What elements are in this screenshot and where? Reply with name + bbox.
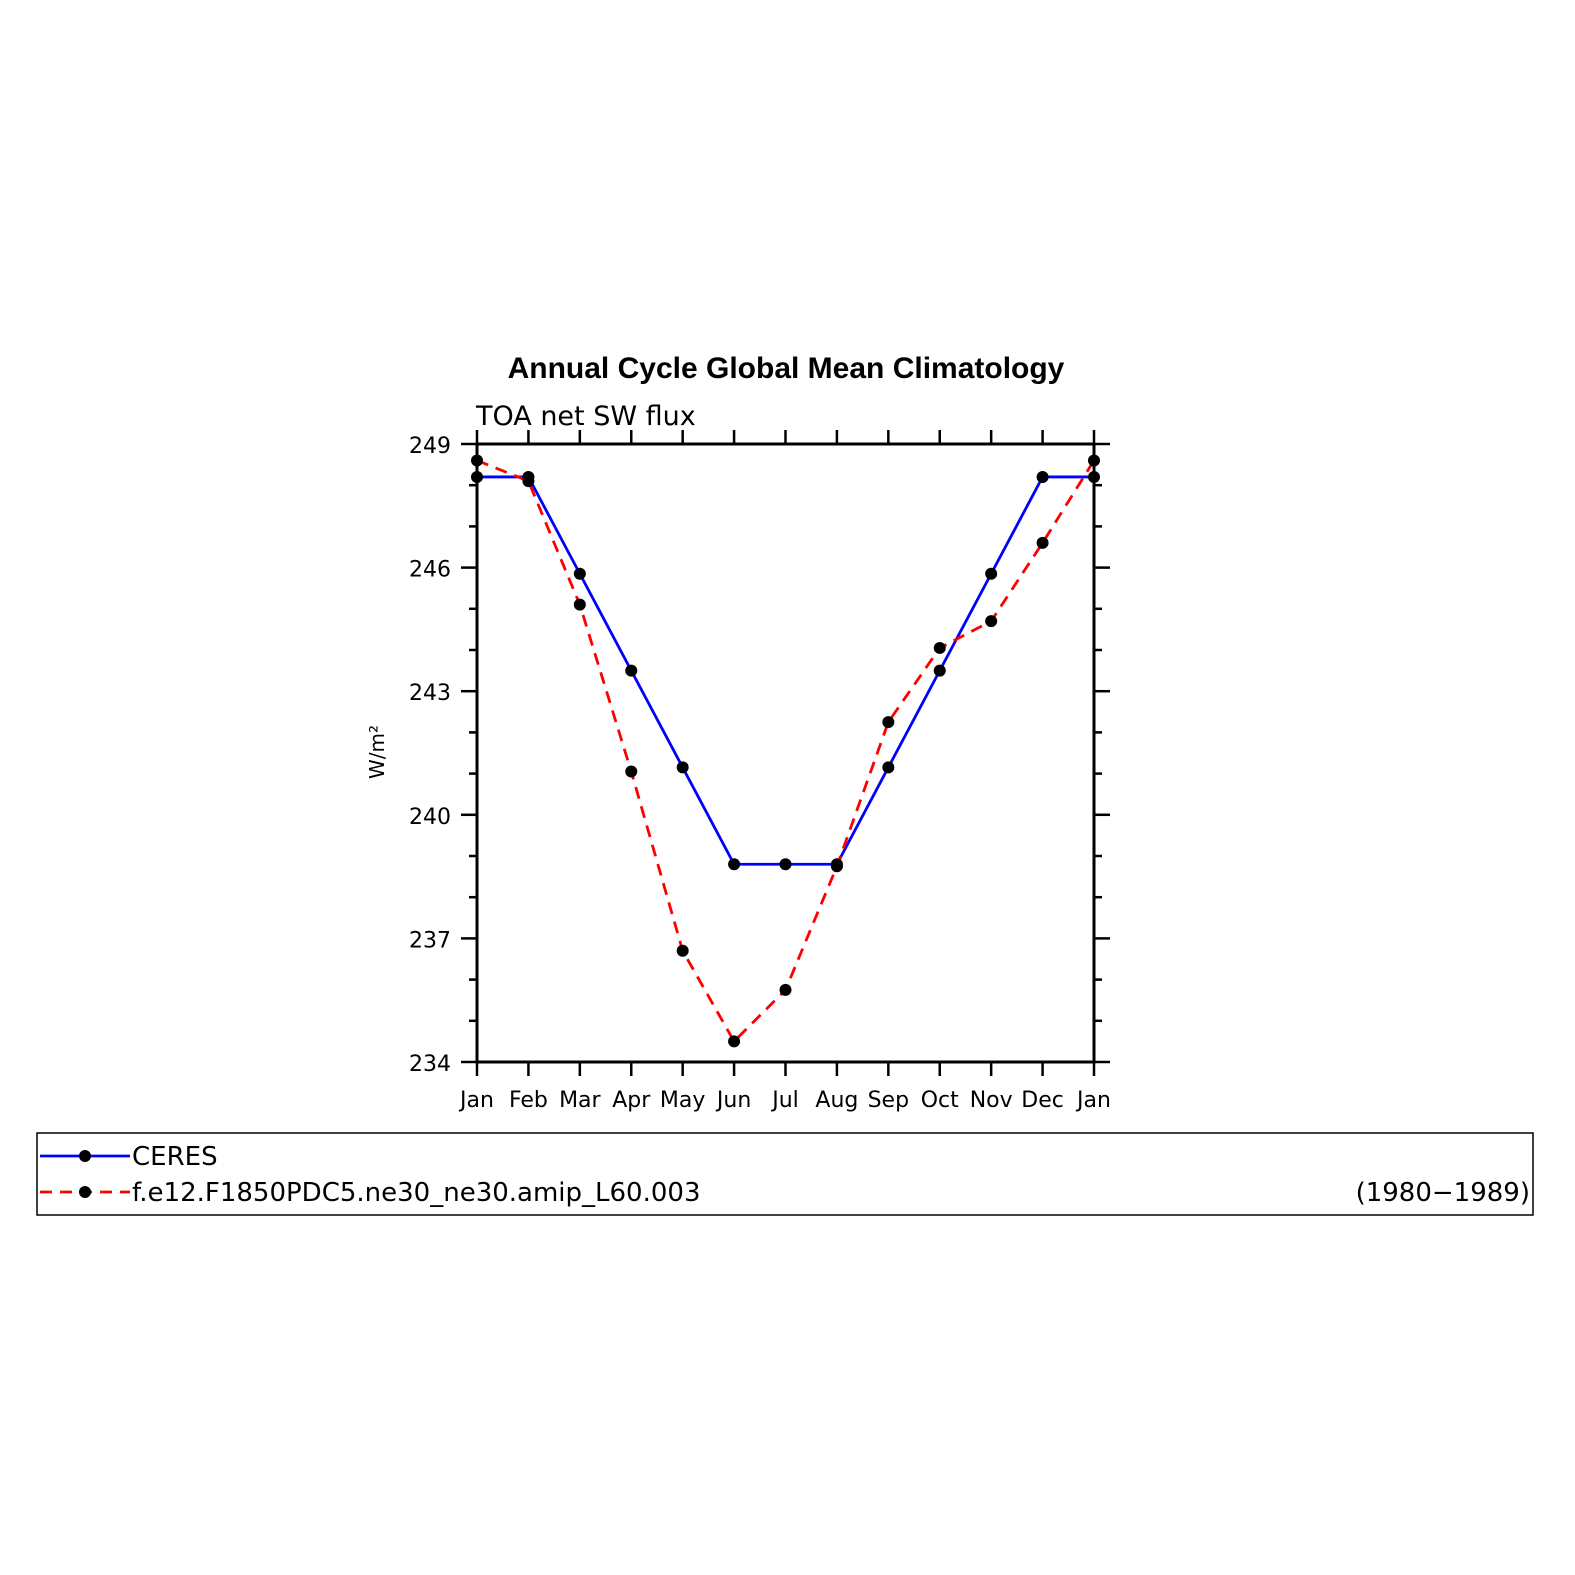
- series-1-point: [573, 567, 586, 580]
- series-2-point: [728, 1035, 741, 1048]
- x-tick-label: May: [660, 1088, 705, 1113]
- series-1-point: [933, 664, 946, 677]
- series-2-point: [933, 641, 946, 654]
- legend-box: [36, 1132, 1534, 1216]
- x-tick-label: Mar: [559, 1088, 601, 1113]
- x-tick-label: Jan: [458, 1088, 494, 1113]
- x-tick-labels: Jan Feb Mar Apr May Jun Jul Aug Sep Oct Nov Dec Jan: [458, 1088, 1111, 1113]
- legend-marker-1: [79, 1150, 91, 1162]
- y-tick-label: 249: [409, 434, 451, 459]
- series-1-point: [676, 761, 689, 774]
- legend: CERES f.e12.F1850PDC5.ne30_ne30.amip_L60.…: [40, 1142, 1530, 1208]
- series-1-point: [779, 858, 792, 871]
- legend-period: (1980−1989): [1356, 1178, 1530, 1208]
- series-2-point: [625, 765, 638, 778]
- chart-subtitle: TOA net SW flux: [475, 401, 696, 432]
- legend-marker-2: [79, 1186, 91, 1198]
- series-2-point: [985, 615, 998, 628]
- x-tick-label: Jun: [715, 1088, 751, 1113]
- series-1-point: [728, 858, 741, 871]
- series-1-point: [625, 664, 638, 677]
- chart-title: Annual Cycle Global Mean Climatology: [508, 352, 1065, 385]
- series-line-2: [476, 459, 1096, 1044]
- y-tick-label: 240: [409, 805, 451, 830]
- series-2-point: [882, 716, 895, 729]
- series-line-1: [477, 475, 1094, 866]
- x-tick-label: Sep: [868, 1088, 909, 1113]
- series-1-point: [882, 761, 895, 774]
- y-axis-label: W/m²: [365, 725, 389, 779]
- x-tick-label: Oct: [921, 1088, 959, 1113]
- series-1-point: [985, 567, 998, 580]
- series-1-point: [471, 470, 483, 483]
- series-2-point: [522, 475, 535, 488]
- series-1-point: [1036, 470, 1049, 483]
- x-tick-label: Aug: [815, 1088, 858, 1113]
- y-tick-label: 246: [409, 558, 451, 583]
- plot-frame: [475, 442, 1096, 1064]
- y-tick-labels: 234 237 240 243 246 249: [409, 434, 451, 1077]
- series-2-point: [1088, 454, 1100, 467]
- legend-label-2: f.e12.F1850PDC5.ne30_ne30.amip_L60.003: [132, 1178, 700, 1208]
- series-2-point: [779, 983, 792, 996]
- x-tick-label: Jul: [770, 1088, 799, 1113]
- series-2-point: [1036, 536, 1049, 549]
- x-tick-label: Nov: [970, 1088, 1013, 1113]
- x-tick-label: Dec: [1021, 1088, 1064, 1113]
- x-tick-label: Jan: [1075, 1088, 1111, 1113]
- series-2-point: [471, 454, 483, 467]
- series-2-point: [573, 598, 586, 611]
- y-tick-label: 243: [409, 681, 451, 706]
- series-2-point: [676, 944, 689, 957]
- y-tick-label: 237: [409, 928, 451, 953]
- series-1-point: [1088, 470, 1100, 483]
- plot-axes: [461, 430, 1110, 1076]
- series-2-point: [830, 860, 843, 873]
- legend-label-1: CERES: [132, 1142, 218, 1172]
- x-tick-label: Apr: [612, 1088, 651, 1113]
- series-layer: [471, 454, 1100, 1048]
- x-tick-label: Feb: [509, 1088, 548, 1113]
- y-tick-label: 234: [409, 1052, 451, 1077]
